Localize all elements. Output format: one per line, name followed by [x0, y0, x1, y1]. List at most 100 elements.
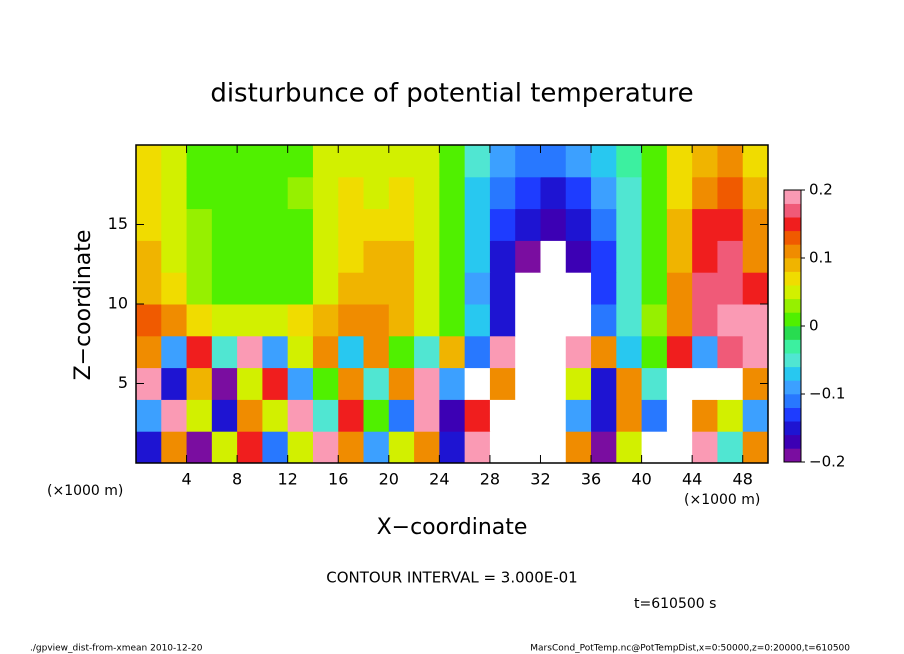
colorbar-band [784, 230, 801, 245]
heat-cell [262, 272, 289, 305]
heat-cell [237, 272, 263, 305]
heat-cell [388, 399, 415, 432]
colorbar-band [784, 203, 801, 218]
heat-cell [742, 431, 769, 464]
heat-cell [439, 145, 466, 178]
heat-cell [388, 335, 415, 369]
heat-cell [312, 431, 339, 464]
heat-cell [338, 208, 365, 241]
heat-cell [338, 240, 365, 273]
heat-cell [363, 176, 390, 210]
heat-cell [717, 367, 744, 400]
heat-cell [363, 145, 390, 178]
heat-cell [211, 304, 238, 337]
x-tick-label: 40 [631, 470, 651, 489]
heat-cell [262, 399, 289, 432]
heat-cell [363, 399, 390, 432]
heat-cell [211, 240, 238, 273]
colorbar-band [784, 190, 801, 204]
heat-cell [717, 145, 744, 178]
heat-cell [591, 272, 617, 305]
heat-cell [211, 431, 238, 464]
heat-cell [666, 176, 693, 210]
heat-cell [211, 145, 238, 178]
heat-cell [489, 176, 516, 210]
y-tick-label: 10 [108, 294, 128, 313]
x-tick-label: 20 [379, 470, 399, 489]
heat-cell [515, 335, 541, 369]
heat-cell [338, 367, 365, 400]
heat-cell [262, 208, 289, 241]
heat-cell [616, 399, 643, 432]
heat-cell [439, 304, 466, 337]
heat-cell [262, 145, 289, 178]
heat-cell [363, 335, 390, 369]
heat-cell [312, 145, 339, 178]
heat-cell [616, 240, 643, 273]
heat-cell [414, 240, 440, 273]
heat-cell [414, 304, 440, 337]
heat-cell [666, 304, 693, 337]
heat-cell [287, 431, 314, 464]
heat-cell [717, 399, 744, 432]
heat-cell [515, 304, 541, 337]
heat-cell [439, 272, 466, 305]
heat-cell [692, 304, 718, 337]
heat-cell [363, 367, 390, 400]
heat-cell [515, 399, 541, 432]
heat-cell [464, 367, 491, 400]
heat-cell [186, 335, 213, 369]
heat-cell [616, 145, 643, 178]
heat-cell [616, 176, 643, 210]
time-label: t=610500 s [634, 596, 716, 612]
heat-cell [161, 208, 188, 241]
heat-cell [742, 304, 769, 337]
heat-cell [616, 272, 643, 305]
footer-left: ./gpview_dist-from-xmean 2010-12-20 [30, 644, 203, 654]
heat-cell [237, 335, 263, 369]
heat-cell [186, 208, 213, 241]
heat-cell [287, 240, 314, 273]
heat-cell [287, 176, 314, 210]
heat-cell [641, 431, 668, 464]
footer-right: MarsCond_PotTemp.nc@PotTempDist,x=0:5000… [530, 644, 850, 654]
heat-cell [287, 367, 314, 400]
x-tick-label: 32 [530, 470, 550, 489]
colorbar-tick-label: 0.2 [809, 181, 833, 199]
heat-cell [414, 145, 440, 178]
heat-cell [591, 240, 617, 273]
heat-cell [211, 272, 238, 305]
heat-cell [464, 272, 491, 305]
heat-cell [136, 431, 162, 464]
chart-title: disturbunce of potential temperature [210, 79, 693, 109]
heat-cell [211, 208, 238, 241]
heat-cell [338, 272, 365, 305]
heat-cell [439, 399, 466, 432]
heat-cell [641, 367, 668, 400]
heat-cell [464, 240, 491, 273]
colorbar-band [784, 217, 801, 232]
heat-cell [692, 431, 718, 464]
heat-cell [136, 272, 162, 305]
colorbar-band [784, 421, 801, 436]
heat-cell [287, 208, 314, 241]
heat-cell [312, 367, 339, 400]
heat-cell [388, 431, 415, 464]
heat-cell [515, 272, 541, 305]
heat-cell [363, 240, 390, 273]
heat-cell [666, 240, 693, 273]
heat-cell [565, 208, 592, 241]
heat-cell [515, 208, 541, 241]
heat-cell [515, 431, 541, 464]
heat-cell [237, 145, 263, 178]
heat-cell [540, 399, 567, 432]
heat-cell [186, 240, 213, 273]
heat-cell [540, 240, 567, 273]
heat-cell [388, 304, 415, 337]
heat-cell [717, 176, 744, 210]
heat-cell [338, 399, 365, 432]
heat-cell [565, 304, 592, 337]
heat-cell [540, 145, 567, 178]
heat-cell [161, 145, 188, 178]
heat-cell [565, 176, 592, 210]
